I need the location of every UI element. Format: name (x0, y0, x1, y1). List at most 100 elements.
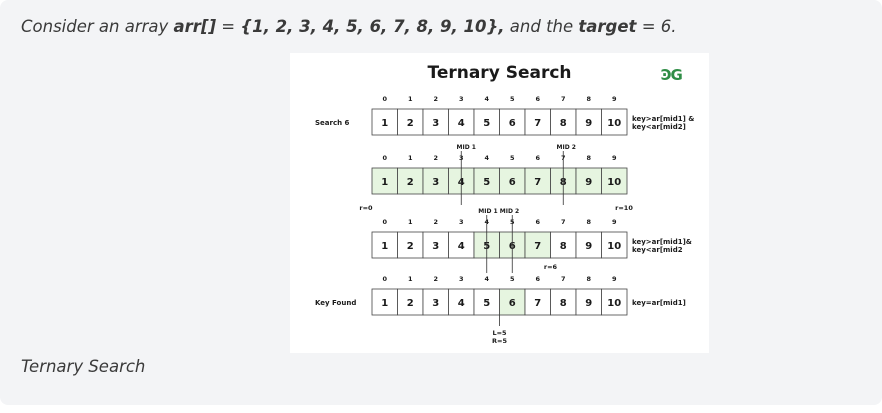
row-left-label: Search 6 (315, 119, 350, 127)
index-label: 9 (612, 275, 617, 283)
array-cell (499, 167, 526, 195)
cell-value: 5 (483, 177, 490, 188)
index-label: 1 (408, 218, 413, 226)
cell-value: 7 (534, 118, 541, 129)
array-cell (473, 167, 500, 195)
array-cell (601, 288, 628, 316)
cell-value: 3 (432, 177, 439, 188)
index-label: 7 (561, 218, 566, 226)
index-label: 1 (408, 275, 413, 283)
figure-caption: Ternary Search (21, 357, 146, 376)
index-label: 0 (382, 218, 387, 226)
index-label: 5 (510, 275, 515, 283)
array-cell (371, 167, 398, 195)
array-cell (422, 167, 449, 195)
cell-value: 9 (585, 241, 592, 252)
cell-value: 1 (381, 241, 388, 252)
cell-value: 10 (607, 177, 621, 188)
index-label: 6 (535, 95, 540, 103)
array-cell (550, 108, 577, 136)
marker-mid2: MID 2 (557, 144, 576, 151)
cell-value: 10 (607, 241, 621, 252)
cell-value: 8 (560, 241, 567, 252)
index-label: 1 (408, 154, 413, 162)
row-right-note: key>ar[mid1] & (632, 115, 694, 123)
cell-value: 1 (381, 298, 388, 309)
cell-value: 3 (432, 298, 439, 309)
intro-target-rest: = 6. (636, 17, 677, 36)
row-right-note: key>ar[mid1]& (632, 238, 692, 246)
marker-r0: r=0 (359, 204, 373, 212)
cell-value: 2 (407, 298, 414, 309)
cell-value: 9 (585, 177, 592, 188)
index-label: 8 (586, 275, 591, 283)
figure-title: Ternary Search (427, 63, 572, 83)
cell-value: 8 (560, 118, 567, 129)
cell-value: 5 (483, 298, 490, 309)
array-cell (524, 288, 551, 316)
index-label: 2 (433, 154, 438, 162)
array-cell (473, 288, 500, 316)
marker-r10: r=10 (615, 204, 633, 212)
cell-value: 3 (432, 118, 439, 129)
array-cell (397, 231, 424, 259)
array-cell (422, 231, 449, 259)
index-label: 4 (484, 154, 489, 162)
intro-array-name: arr[] (173, 17, 217, 36)
gfg-logo-icon: ϿG (661, 66, 683, 84)
array-cell (422, 108, 449, 136)
index-label: 5 (510, 154, 515, 162)
index-label: 8 (586, 154, 591, 162)
index-label: 8 (586, 218, 591, 226)
index-label: 7 (561, 275, 566, 283)
cell-value: 7 (534, 241, 541, 252)
array-cell (448, 108, 475, 136)
array-cell (499, 108, 526, 136)
cell-value: 9 (585, 298, 592, 309)
index-label: 9 (612, 218, 617, 226)
intro-middle: and the (504, 17, 579, 36)
array-cell (550, 231, 577, 259)
cell-value: 4 (458, 118, 465, 129)
index-label: 4 (484, 275, 489, 283)
array-cell (524, 108, 551, 136)
cell-value: 2 (407, 177, 414, 188)
cell-value: 10 (607, 298, 621, 309)
cell-value: 1 (381, 118, 388, 129)
cell-value: 7 (534, 298, 541, 309)
array-cell (575, 231, 602, 259)
cell-value: 6 (509, 118, 516, 129)
cell-value: 6 (509, 298, 516, 309)
array-cell (601, 108, 628, 136)
index-label: 4 (484, 95, 489, 103)
index-label: 2 (433, 218, 438, 226)
cell-value: 8 (560, 298, 567, 309)
cell-value: 4 (458, 241, 465, 252)
index-label: 3 (459, 218, 464, 226)
ternary-search-figure: Ternary Search ϿG 0 1 2 3 4 5 6 7 8 9 1 2 3 4 5 6 7 8 9 10 S… (290, 53, 709, 353)
array-cell (575, 167, 602, 195)
array-cell (601, 231, 628, 259)
index-label: 8 (586, 95, 591, 103)
cell-value: 1 (381, 177, 388, 188)
index-label: 9 (612, 95, 617, 103)
index-label: 2 (433, 275, 438, 283)
array-cell (371, 288, 398, 316)
index-label: 6 (535, 218, 540, 226)
array-cell (473, 108, 500, 136)
cell-value: 10 (607, 118, 621, 129)
array-cell (397, 167, 424, 195)
row-left-label: Key Found (315, 299, 356, 307)
intro-array-values: {1, 2, 3, 4, 5, 6, 7, 8, 9, 10}, (240, 17, 505, 36)
index-label: 6 (535, 275, 540, 283)
row-right-note: key<ar[mid2] (632, 123, 686, 131)
intro-target-label: target (578, 17, 637, 36)
row-right-note: key<ar[mid2 (632, 246, 683, 254)
index-label: 6 (535, 154, 540, 162)
index-label: 9 (612, 154, 617, 162)
marker-mid1: MID 1 (457, 144, 476, 151)
intro-prefix: Consider an array (21, 17, 174, 36)
index-label: 2 (433, 95, 438, 103)
marker-l5: L=5 (492, 329, 507, 337)
